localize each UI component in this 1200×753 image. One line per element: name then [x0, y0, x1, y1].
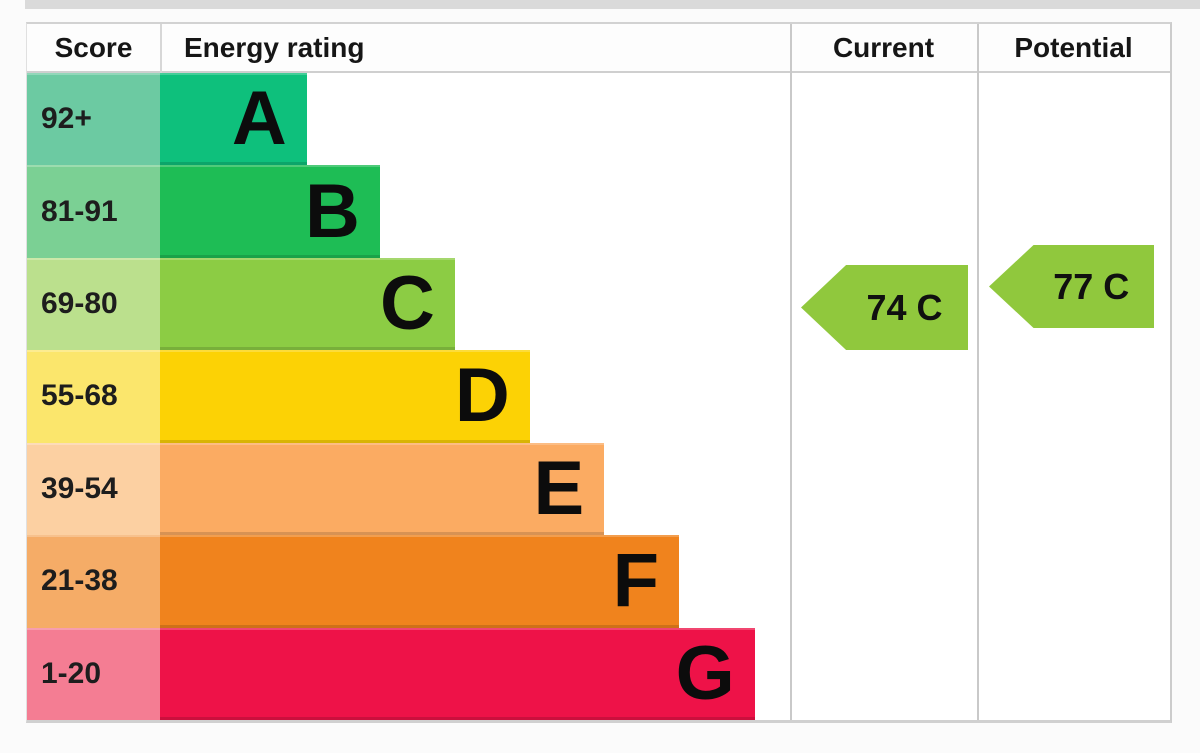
rating-letter-e: E	[533, 445, 585, 531]
current-column-header: Current	[832, 31, 935, 63]
score-range-c: 69-80	[27, 257, 160, 351]
potential-column-divider	[977, 24, 979, 720]
rating-letter-b: B	[304, 168, 360, 254]
band-row-c: 69-80 C	[27, 257, 1170, 351]
current-rating-value: 74 C	[866, 286, 943, 328]
score-range-a: 92+	[27, 73, 160, 166]
band-row-b: 81-91 B	[27, 165, 1170, 258]
rating-letter-d: D	[454, 353, 510, 439]
rating-bar-a: A	[160, 73, 307, 166]
table-header-row: Score Energy rating Current Potential	[27, 24, 1170, 73]
top-gray-strip	[25, 0, 1200, 9]
bar-area-d: D	[160, 350, 790, 443]
rating-letter-f: F	[612, 538, 660, 624]
score-range-d: 55-68	[27, 350, 160, 443]
rating-letter-g: G	[675, 630, 735, 716]
bar-area-b: B	[160, 165, 790, 258]
score-range-g: 1-20	[27, 627, 160, 720]
band-row-g: 1-20 G	[27, 627, 1170, 720]
epc-rating-table: Score Energy rating Current Potential 92…	[26, 22, 1172, 723]
bar-area-f: F	[160, 535, 790, 628]
rating-bands: 92+ A 81-91 B 69-80 C 55-68 D 39-54 E 21-38 F 1-20 G	[27, 73, 1170, 720]
bar-area-a: A	[160, 73, 790, 166]
rating-bar-b: B	[160, 165, 380, 258]
current-column-divider	[790, 24, 792, 720]
band-row-e: 39-54 E	[27, 442, 1170, 536]
potential-column-header: Potential	[1014, 31, 1133, 63]
rating-bar-d: D	[160, 350, 530, 443]
rating-bar-g: G	[160, 627, 755, 720]
score-range-e: 39-54	[27, 442, 160, 536]
band-row-f: 21-38 F	[27, 535, 1170, 628]
band-row-a: 92+ A	[27, 73, 1170, 166]
rating-bar-e: E	[160, 442, 605, 536]
band-row-d: 55-68 D	[27, 350, 1170, 443]
potential-rating-value: 77 C	[1053, 265, 1130, 307]
score-range-f: 21-38	[27, 535, 160, 628]
bar-area-g: G	[160, 627, 790, 720]
score-range-b: 81-91	[27, 165, 160, 258]
rating-letter-a: A	[231, 76, 287, 162]
rating-bar-f: F	[160, 535, 680, 628]
bar-area-e: E	[160, 442, 790, 536]
rating-letter-c: C	[379, 261, 435, 347]
score-energy-divider	[160, 24, 162, 73]
rating-bar-c: C	[160, 257, 455, 351]
energy-rating-column-header: Energy rating	[184, 31, 365, 63]
bar-area-c: C	[160, 257, 790, 351]
score-column-header: Score	[54, 31, 133, 63]
